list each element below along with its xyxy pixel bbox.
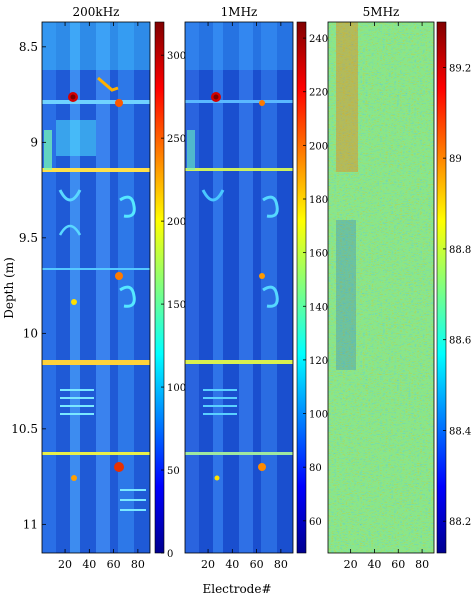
heatmap-5mhz-noise: [328, 22, 434, 553]
x-tick-label: 40: [82, 558, 96, 571]
colorbar-tick-label: 140: [309, 302, 328, 313]
colorbar-tick-label: 240: [309, 34, 328, 45]
x-tick-label: 20: [201, 558, 215, 571]
colorbar-ticks-1mhz: 60 80 100 120 140 160 180 200 220 240: [303, 34, 328, 528]
x-tick-label: 60: [250, 558, 264, 571]
colorbar-200khz: [154, 21, 165, 554]
x-ticks-5mhz: 20 40 60 80: [344, 22, 429, 571]
colorbar-ticks-5mhz: 88.2 88.4 88.6 88.8 89 89.2: [443, 63, 471, 528]
colorbar-tick-label: 150: [167, 300, 186, 311]
x-tick-label: 20: [344, 558, 358, 571]
y-axis-label: Depth (m): [2, 257, 16, 319]
colorbar-1mhz: [296, 21, 307, 554]
colorbar-tick-label: 100: [309, 410, 328, 421]
panel-1mhz: 1MHz 20 40 60 80 60 80 100 120 140 160 180 200 220 2…: [184, 5, 328, 571]
x-tick-label: 80: [131, 558, 145, 571]
y-tick-label: 9.5: [19, 231, 38, 245]
heatmap-5mhz-cool-zone: [336, 220, 356, 370]
colorbar-tick-label: 88.4: [449, 426, 471, 437]
colorbar-tick-label: 88.6: [449, 336, 471, 347]
y-tick-label: 10.5: [11, 422, 38, 436]
y-tick-label: 11: [23, 517, 38, 531]
colorbar-tick-label: 200: [167, 217, 186, 228]
colorbar-tick-label: 160: [309, 249, 328, 260]
y-tick-label: 9: [30, 135, 38, 149]
x-axis-label: Electrode#: [202, 582, 271, 596]
colorbar-tick-label: 120: [309, 356, 328, 367]
heatmap-5mhz-hot-zone: [336, 22, 358, 172]
colorbar-tick-label: 250: [167, 134, 186, 145]
x-tick-label: 40: [225, 558, 239, 571]
colorbar-ticks-200khz: 0 50 100 150 200 250 300: [161, 51, 186, 560]
colorbar-tick-label: 60: [309, 517, 322, 528]
colorbar-5mhz: [436, 21, 447, 554]
axes-frame-1mhz: [184, 21, 294, 554]
panel-5mhz: 5MHz 20 40 60 80 88.2 88.4 88.6 88.8 89 89.2: [327, 5, 471, 571]
axes-frame-200khz: [41, 21, 151, 554]
colorbar-tick-label: 50: [167, 466, 180, 477]
colorbar-tick-label: 80: [309, 463, 322, 474]
x-tick-label: 80: [274, 558, 288, 571]
y-tick-label: 8.5: [19, 40, 38, 54]
x-tick-label: 20: [58, 558, 72, 571]
colorbar-tick-label: 220: [309, 88, 328, 99]
x-ticks-1mhz: 20 40 60 80: [201, 22, 288, 571]
axes-frame-5mhz: [327, 21, 435, 554]
heatmap-1mhz-features: [185, 22, 293, 553]
y-ticks-200khz: 8.5 9 9.5 10 10.5 11: [11, 40, 46, 531]
colorbar-tick-label: 89.2: [449, 63, 471, 74]
heatmap-200khz-features: [42, 22, 150, 553]
title-1mhz: 1MHz: [221, 5, 258, 19]
colorbar-tick-label: 0: [167, 549, 173, 560]
colorbar-tick-label: 100: [167, 383, 186, 394]
x-tick-label: 60: [107, 558, 121, 571]
x-tick-label: 80: [415, 558, 429, 571]
colorbar-tick-label: 180: [309, 195, 328, 206]
title-200khz: 200kHz: [73, 5, 120, 19]
title-5mhz: 5MHz: [363, 5, 400, 19]
colorbar-tick-label: 88.8: [449, 245, 471, 256]
colorbar-tick-label: 200: [309, 141, 328, 152]
colorbar-tick-label: 300: [167, 51, 186, 62]
x-ticks-200khz: 20 40 60 80: [58, 22, 145, 571]
y-tick-label: 10: [23, 326, 38, 340]
colorbar-tick-label: 89: [449, 154, 462, 165]
x-tick-label: 40: [367, 558, 381, 571]
colorbar-tick-label: 88.2: [449, 517, 471, 528]
x-tick-label: 60: [391, 558, 405, 571]
panel-200khz: 200kHz 20 40 60 80 8.5 9 9.5 10 10.5 11 0 50 100 15…: [11, 5, 186, 571]
